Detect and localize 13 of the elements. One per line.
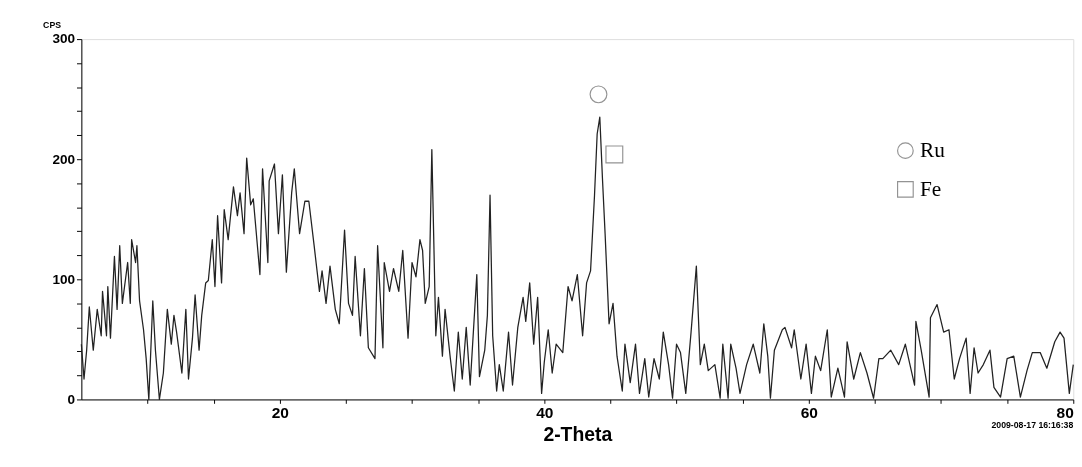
y-tick-label: 0 (67, 391, 76, 407)
x-tick-label: 60 (800, 404, 818, 422)
x-tick-label: 40 (536, 404, 554, 422)
legend-label: Ru (919, 138, 946, 163)
text: 2009-08-17 16:16:38 (991, 419, 1074, 430)
legend-label: Fe (919, 177, 942, 202)
x-tick-label: 20 (271, 404, 289, 422)
x-tick-label: 80 (1056, 404, 1074, 422)
y-axis-title: CPS (43, 19, 62, 30)
y-tick-label: 100 (52, 271, 76, 287)
x-axis-title: 2-Theta (543, 422, 613, 445)
y-tick-label: 300 (52, 31, 76, 47)
y-tick-label: 200 (52, 151, 76, 167)
